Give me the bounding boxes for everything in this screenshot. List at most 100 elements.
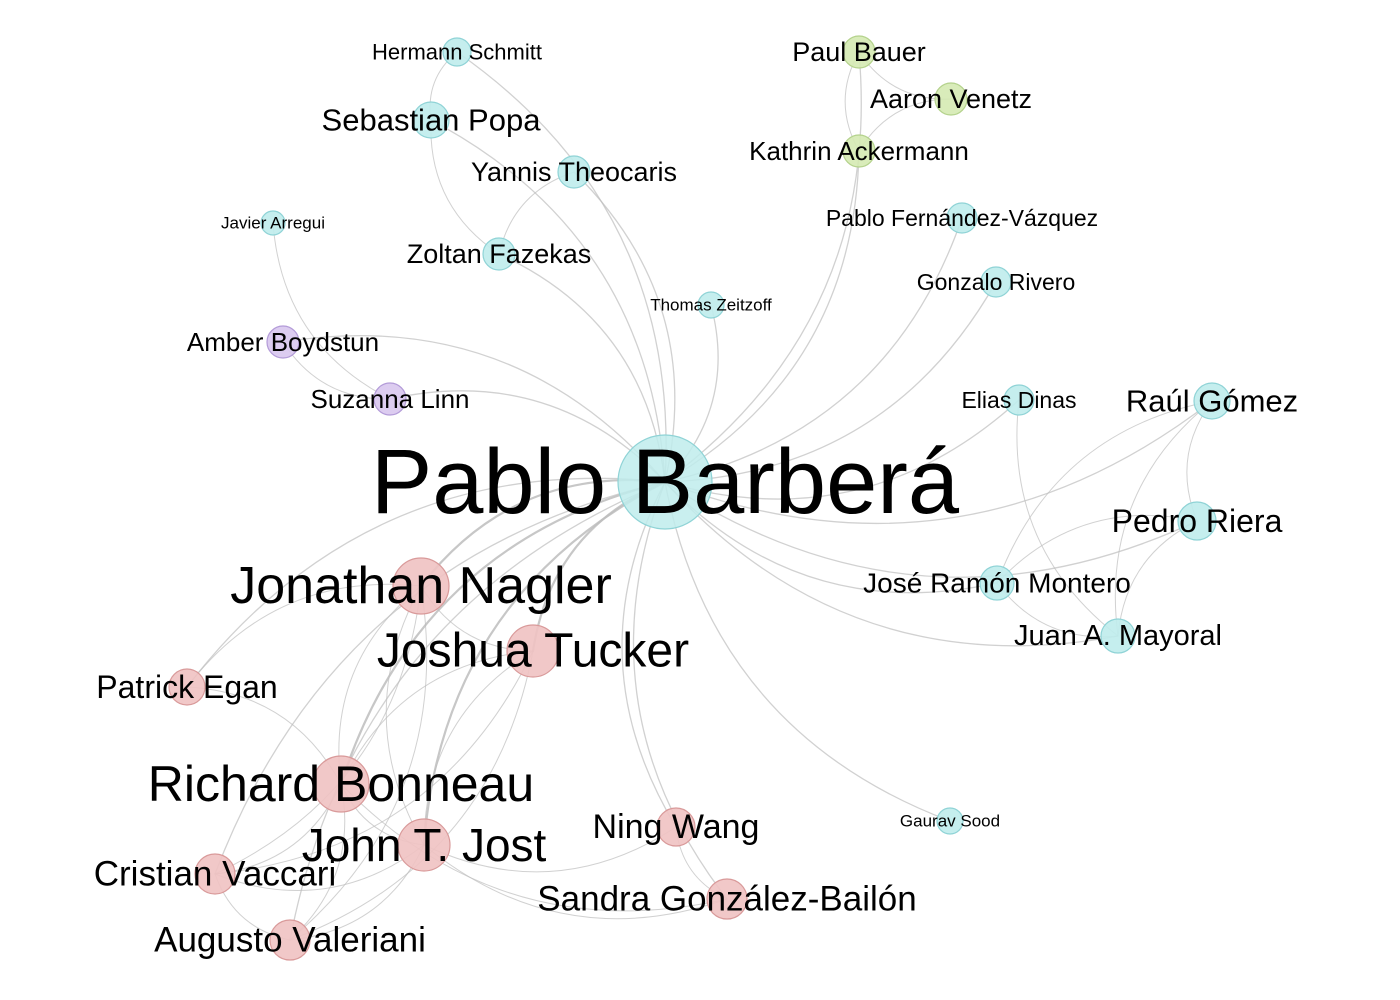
label-kathrin-ackermann: Kathrin Ackermann bbox=[749, 136, 969, 166]
label-amber-boydstun: Amber Boydstun bbox=[187, 327, 379, 357]
node-thomas-zeitzoff[interactable] bbox=[697, 291, 725, 319]
label-jose-ramon-montero: José Ramón Montero bbox=[863, 568, 1131, 599]
edge-pablo-barbera-kathrin-ackermann bbox=[664, 150, 860, 483]
label-joshua-tucker: Joshua Tucker bbox=[377, 625, 689, 678]
label-elias-dinas: Elias Dinas bbox=[961, 387, 1076, 413]
edge-joshua-tucker-richard-bonneau bbox=[340, 650, 534, 785]
edge-pablo-barbera-elias-dinas bbox=[664, 399, 1020, 500]
edge-joshua-tucker-john-jost bbox=[423, 650, 534, 846]
label-richard-bonneau: Richard Bonneau bbox=[148, 756, 534, 812]
node-juan-mayoral[interactable] bbox=[1100, 618, 1136, 654]
label-aaron-venetz: Aaron Venetz bbox=[870, 84, 1032, 114]
node-pedro-riera[interactable] bbox=[1177, 501, 1217, 541]
edge-pablo-barbera-pedro-riera bbox=[664, 481, 1198, 578]
node-hermann-schmitt[interactable] bbox=[442, 37, 472, 67]
node-gonzalo-rivero[interactable] bbox=[980, 266, 1012, 298]
node-paul-bauer[interactable] bbox=[842, 35, 876, 69]
edge-cristian-vaccari-joshua-tucker bbox=[214, 650, 534, 875]
label-john-jost: John T. Jost bbox=[302, 819, 547, 871]
edge-pablo-barbera-hermann-schmitt bbox=[456, 51, 667, 483]
label-gonzalo-rivero: Gonzalo Rivero bbox=[917, 269, 1076, 295]
edge-pablo-barbera-juan-mayoral bbox=[664, 481, 1119, 647]
edge-jonathan-nagler-john-jost bbox=[385, 585, 425, 846]
node-pablo-barbera[interactable] bbox=[617, 434, 713, 530]
edge-pablo-barbera-john-jost bbox=[422, 480, 667, 847]
edge-augusto-valeriani-joshua-tucker bbox=[289, 650, 534, 941]
node-cristian-vaccari[interactable] bbox=[194, 853, 236, 895]
edge-layer bbox=[186, 51, 1213, 941]
label-juan-mayoral: Juan A. Mayoral bbox=[1014, 620, 1222, 652]
edge-pablo-barbera-patrick-egan bbox=[186, 477, 666, 688]
edge-raul-gomez-jose-ramon-montero bbox=[996, 400, 1213, 584]
label-layer: Pablo Barberá Hermann Schmitt Sebastian Po… bbox=[94, 37, 1298, 960]
edge-richard-bonneau-sandra-gonzalez bbox=[340, 783, 728, 912]
node-kathrin-ackermann[interactable] bbox=[842, 134, 876, 168]
label-augusto-valeriani: Augusto Valeriani bbox=[154, 921, 426, 960]
node-suzanna-linn[interactable] bbox=[373, 382, 407, 416]
node-sandra-gonzalez[interactable] bbox=[706, 878, 748, 920]
label-gaurav-sood: Gaurav Sood bbox=[900, 812, 1000, 831]
edge-pablo-barbera-amber-boydstun bbox=[282, 334, 666, 483]
label-pablo-fernandez: Pablo Fernández-Vázquez bbox=[826, 205, 1098, 231]
edge-jonathan-nagler-patrick-egan bbox=[186, 583, 422, 688]
edge-pedro-riera-jose-ramon-montero bbox=[996, 515, 1198, 584]
label-suzanna-linn: Suzanna Linn bbox=[310, 384, 469, 414]
label-hermann-schmitt: Hermann Schmitt bbox=[372, 40, 542, 65]
node-richard-bonneau[interactable] bbox=[312, 755, 370, 813]
node-raul-gomez[interactable] bbox=[1193, 382, 1231, 420]
label-thomas-zeitzoff: Thomas Zeitzoff bbox=[650, 296, 772, 315]
node-john-jost[interactable] bbox=[397, 818, 451, 872]
node-elias-dinas[interactable] bbox=[1003, 384, 1035, 416]
edge-pablo-barbera-gaurav-sood bbox=[664, 481, 951, 822]
node-aaron-venetz[interactable] bbox=[934, 82, 968, 116]
node-jose-ramon-montero[interactable] bbox=[979, 565, 1015, 601]
label-paul-bauer: Paul Bauer bbox=[792, 37, 926, 67]
node-yannis-theocaris[interactable] bbox=[557, 155, 591, 189]
label-jonathan-nagler: Jonathan Nagler bbox=[230, 557, 612, 615]
node-javier-arregui[interactable] bbox=[260, 210, 286, 236]
edge-pablo-barbera-pablo-fernandez bbox=[664, 217, 963, 483]
label-pedro-riera: Pedro Riera bbox=[1112, 503, 1283, 539]
label-javier-arregui: Javier Arregui bbox=[221, 214, 325, 233]
node-sebastian-popa[interactable] bbox=[412, 101, 450, 139]
node-jonathan-nagler[interactable] bbox=[392, 557, 450, 615]
label-sebastian-popa: Sebastian Popa bbox=[322, 103, 542, 138]
edge-pablo-barbera-paul-bauer bbox=[664, 51, 862, 483]
node-ning-wang[interactable] bbox=[656, 807, 696, 847]
edge-pablo-barbera-richard-bonneau bbox=[339, 480, 667, 786]
edge-cristian-vaccari-jonathan-nagler bbox=[214, 585, 422, 875]
node-zoltan-fazekas[interactable] bbox=[482, 237, 516, 271]
edge-pablo-barbera-augusto-valeriani bbox=[289, 481, 666, 941]
edge-john-jost-ning-wang bbox=[423, 826, 677, 873]
node-joshua-tucker[interactable] bbox=[506, 624, 560, 678]
label-pablo-barbera: Pablo Barberá bbox=[371, 431, 960, 533]
node-augusto-valeriani[interactable] bbox=[269, 919, 311, 961]
node-pablo-fernandez[interactable] bbox=[946, 202, 978, 234]
label-yannis-theocaris: Yannis Theocaris bbox=[471, 157, 677, 187]
node-patrick-egan[interactable] bbox=[168, 668, 206, 706]
edge-pablo-barbera-sebastian-popa bbox=[430, 119, 666, 483]
edge-augusto-valeriani-jonathan-nagler bbox=[289, 585, 428, 941]
label-raul-gomez: Raúl Gómez bbox=[1126, 384, 1298, 419]
label-ning-wang: Ning Wang bbox=[593, 808, 760, 846]
edge-pablo-barbera-gonzalo-rivero bbox=[664, 281, 997, 483]
edge-pablo-barbera-sandra-gonzalez bbox=[632, 481, 728, 900]
edge-pablo-barbera-raul-gomez bbox=[664, 400, 1213, 525]
label-sandra-gonzalez: Sandra González-Bailón bbox=[537, 880, 916, 919]
edge-javier-arregui-suzanna-linn bbox=[272, 222, 391, 400]
label-cristian-vaccari: Cristian Vaccari bbox=[94, 855, 336, 894]
edge-pablo-barbera-ning-wang bbox=[621, 481, 677, 828]
edge-sebastian-popa-zoltan-fazekas bbox=[430, 119, 500, 255]
node-amber-boydstun[interactable] bbox=[266, 325, 300, 359]
edge-elias-dinas-juan-mayoral bbox=[1016, 399, 1119, 637]
edge-cristian-vaccari-john-jost bbox=[214, 844, 425, 892]
edge-john-jost-sandra-gonzalez bbox=[423, 844, 728, 920]
edge-raul-gomez-juan-mayoral bbox=[1114, 400, 1213, 637]
label-zoltan-fazekas: Zoltan Fazekas bbox=[407, 239, 592, 269]
edge-jonathan-nagler-richard-bonneau bbox=[338, 585, 422, 785]
node-gaurav-sood[interactable] bbox=[936, 807, 964, 835]
node-layer bbox=[168, 35, 1231, 961]
label-patrick-egan: Patrick Egan bbox=[96, 669, 277, 705]
edge-pablo-barbera-jose-ramon-montero bbox=[664, 481, 998, 594]
